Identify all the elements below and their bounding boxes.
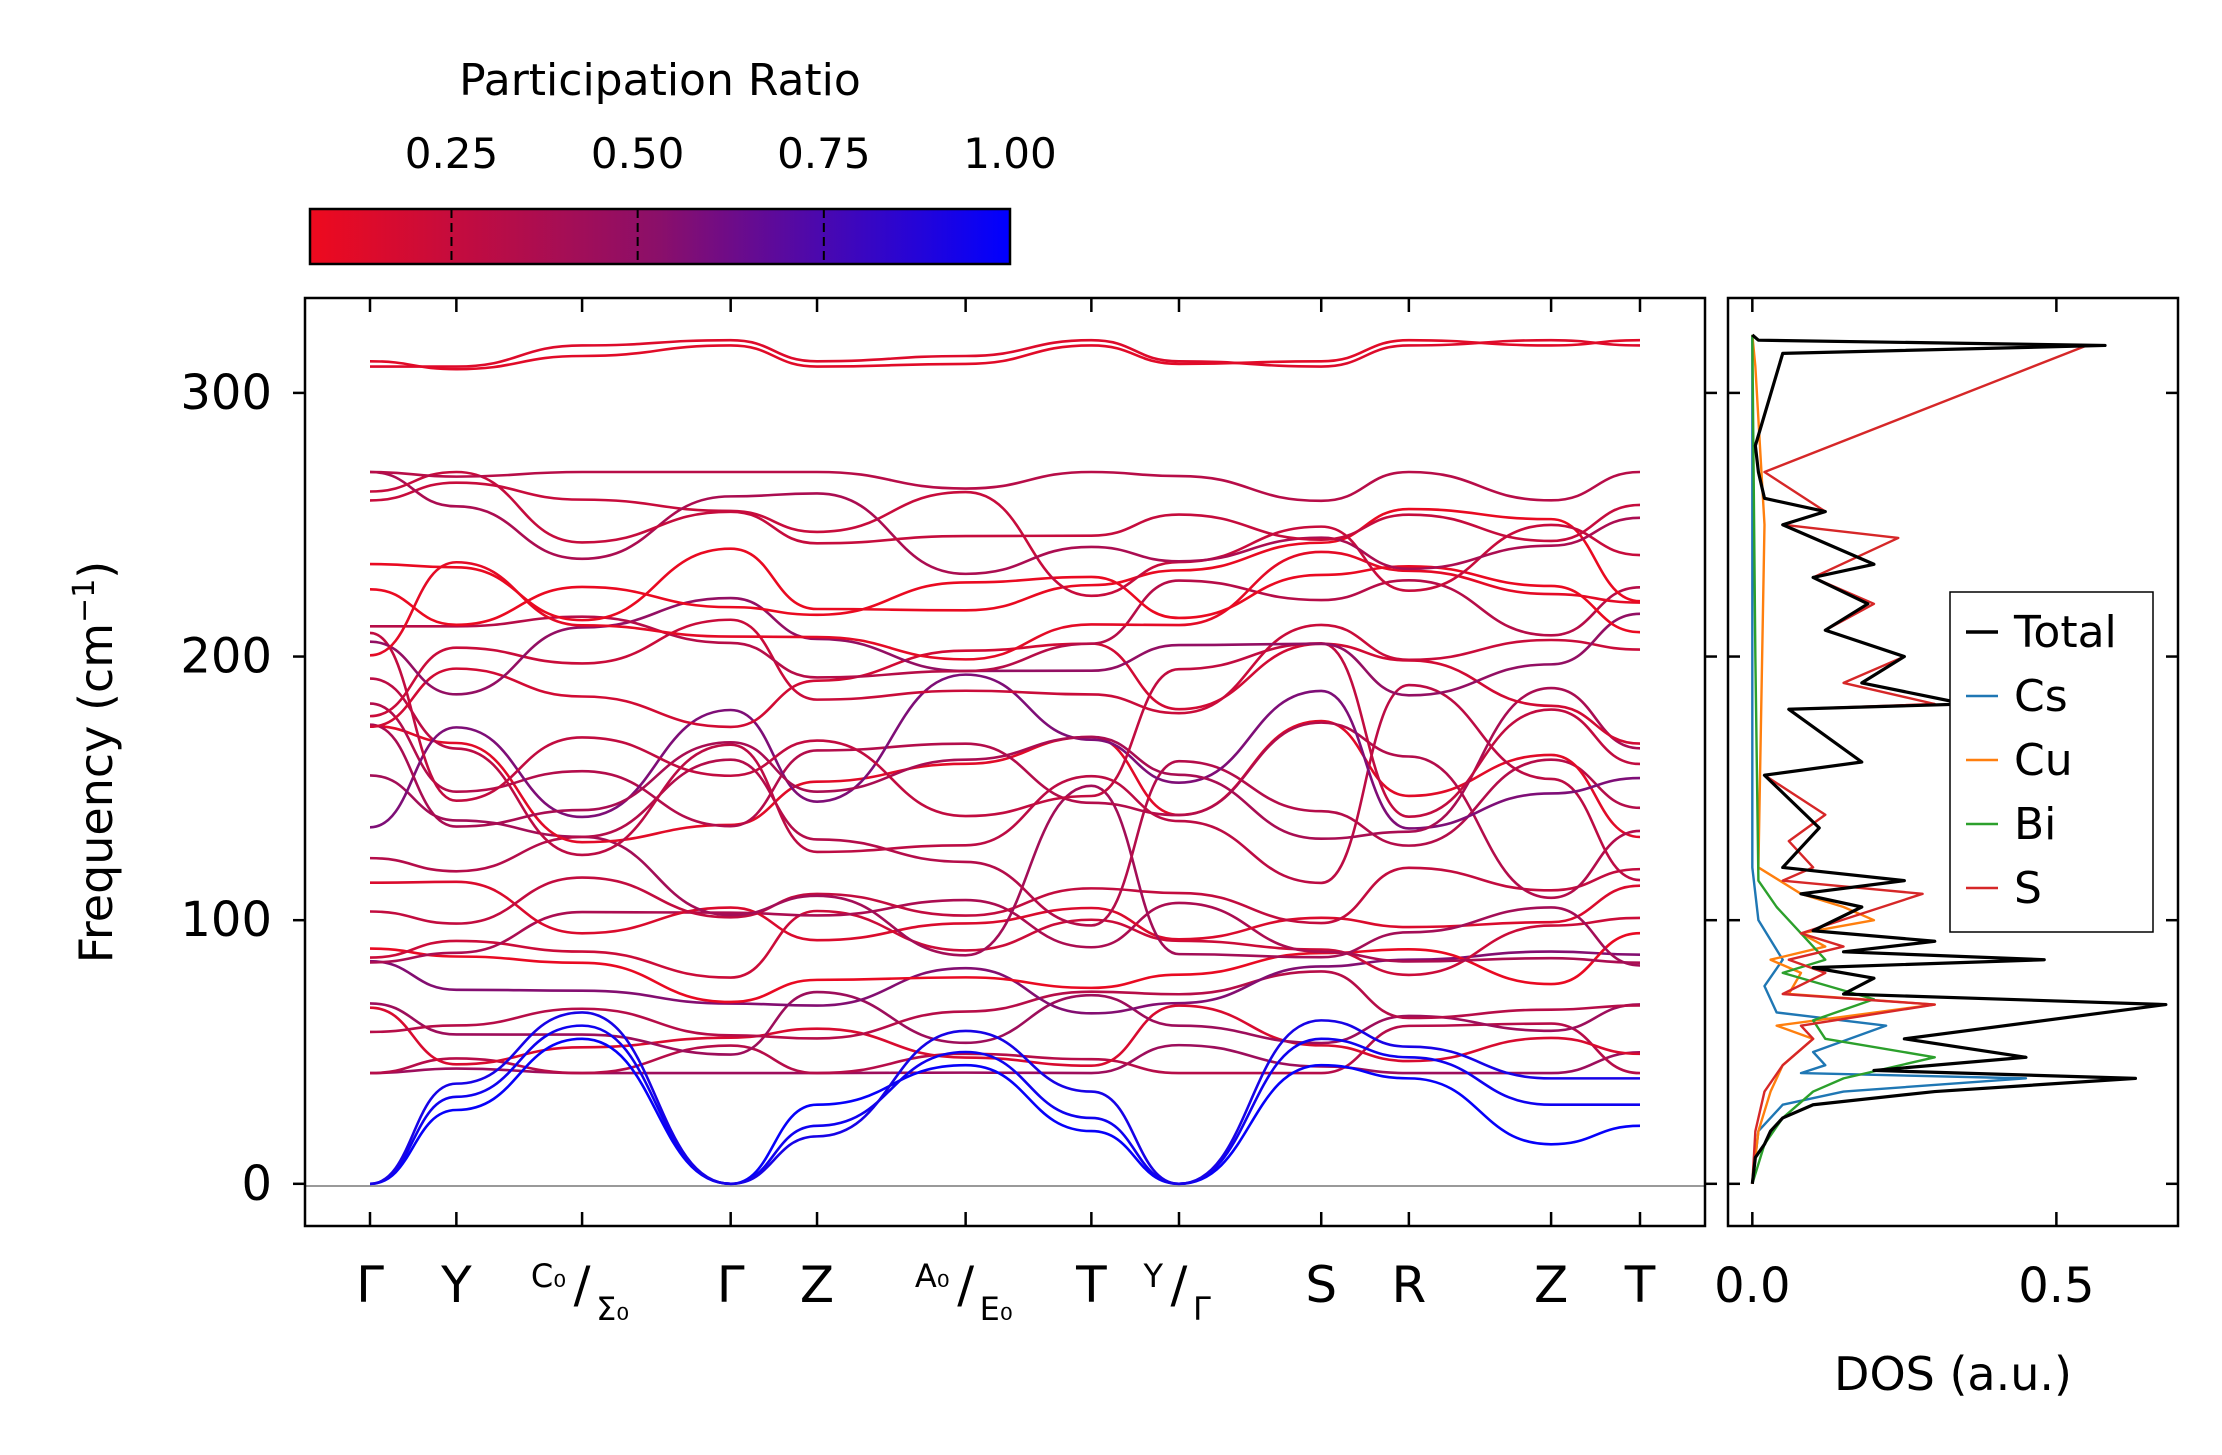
dos-line-bi	[1751, 334, 1936, 1185]
optical-band	[369, 686, 1641, 841]
k-point-label-bottom: E₀	[980, 1290, 1013, 1328]
k-point-label-top: Y	[1142, 1257, 1163, 1295]
colorbar-tick-label: 0.50	[591, 129, 685, 178]
optical-band	[369, 677, 1641, 885]
colorbar-tick-labels: 0.25 0.50 0.75 1.00	[405, 129, 1057, 178]
k-point-label: R	[1391, 1256, 1426, 1314]
k-point-label-pair: A₀ / E₀	[915, 1256, 1013, 1328]
optical-band	[369, 970, 1641, 1040]
y-tick-label: 0	[241, 1156, 272, 1212]
colorbar-gradient	[308, 207, 1012, 266]
y-tick-label: 200	[180, 629, 272, 685]
optical-band	[369, 470, 1641, 576]
optical-band	[369, 702, 1641, 900]
legend-label-cs: Cs	[2014, 671, 2068, 722]
y-tick-label: 100	[180, 892, 272, 948]
dos-x-tick-label: 0.5	[2018, 1258, 2094, 1314]
phonon-bands	[369, 338, 1641, 1186]
dos-line-total	[1750, 333, 2168, 1185]
optical-band	[369, 596, 1641, 697]
k-point-label-pair: Y / Γ	[1142, 1256, 1211, 1328]
optical-band	[369, 470, 1641, 545]
k-point-label: Γ	[356, 1256, 384, 1314]
k-point-label: Z	[1534, 1256, 1568, 1314]
dos-frame	[1726, 296, 2180, 1228]
optical-band	[369, 631, 1641, 819]
dos-legend: Total Cs Cu Bi S	[1949, 591, 2154, 933]
k-point-slash: /	[957, 1256, 974, 1314]
band-frame	[303, 296, 1707, 1228]
k-point-label: Γ	[717, 1256, 745, 1314]
optical-band	[369, 1004, 1641, 1067]
legend-label-bi: Bi	[2014, 799, 2056, 850]
k-point-label: Z	[800, 1256, 834, 1314]
dos-ticks: 0.0 0.5	[1714, 298, 2178, 1314]
k-point-label: Y	[440, 1256, 472, 1314]
dos-x-tick-label: 0.0	[1714, 1258, 1790, 1314]
optical-band	[369, 673, 1641, 830]
colorbar: Participation Ratio 0.25 0.50 0.75 1.00	[308, 55, 1057, 266]
optical-band	[369, 507, 1641, 622]
optical-band	[369, 618, 1641, 718]
dos-x-axis-label: DOS (a.u.)	[1834, 1347, 2072, 1401]
optical-band	[369, 550, 1641, 661]
k-point-slash: /	[1171, 1256, 1188, 1314]
y-tick-label: 300	[180, 365, 272, 421]
k-point-label-top: A₀	[915, 1257, 950, 1295]
k-point-label-pair: C₀ / Σ₀	[531, 1256, 629, 1328]
k-point-label: T	[1624, 1256, 1656, 1314]
optical-band	[369, 990, 1641, 1056]
y-axis-label: Frequency (cm−1)	[67, 561, 123, 964]
k-point-label-bottom: Γ	[1193, 1290, 1211, 1328]
k-point-label-bottom: Σ₀	[596, 1290, 629, 1328]
k-point-label-top: C₀	[531, 1257, 566, 1295]
k-point-slash: /	[574, 1256, 591, 1314]
dos-line-s	[1751, 334, 2088, 1184]
colorbar-tick-label: 0.25	[405, 129, 499, 178]
k-point-label: S	[1305, 1256, 1337, 1314]
high-band	[369, 338, 1641, 371]
band-x-ticks: Γ Y C₀ / Σ₀ Γ Z A₀ / E₀ T Y / Γ S R Z T	[356, 298, 1656, 1328]
legend-label-total: Total	[2013, 607, 2117, 658]
optical-band	[369, 470, 1641, 503]
optical-band	[369, 898, 1641, 964]
optical-band	[369, 642, 1641, 745]
legend-label-cu: Cu	[2014, 735, 2073, 786]
colorbar-tick-label: 1.00	[963, 129, 1057, 178]
optical-band	[369, 950, 1641, 1015]
legend-frame	[1949, 591, 2154, 933]
acoustic-band	[369, 1011, 1640, 1186]
optical-band	[369, 481, 1641, 598]
optical-band	[369, 880, 1641, 942]
acoustic-band	[369, 1037, 1641, 1186]
legend-label-s: S	[2014, 863, 2042, 914]
colorbar-label: Participation Ratio	[459, 55, 861, 106]
dos-panel: 0.0 0.5 DOS (a.u.) Total Cs Cu Bi S	[1714, 296, 2180, 1401]
optical-band	[369, 909, 1641, 979]
k-point-label: T	[1075, 1256, 1107, 1314]
optical-band	[369, 578, 1641, 679]
band-y-ticks: 0 100 200 300	[180, 365, 1717, 1212]
optical-band	[369, 758, 1641, 927]
acoustic-band	[369, 1024, 1640, 1186]
optical-band	[369, 931, 1641, 1004]
dos-line-cu	[1751, 334, 1936, 1184]
dos-lines	[1750, 333, 2168, 1185]
colorbar-tick-label: 0.75	[777, 129, 871, 178]
optical-band	[369, 866, 1641, 925]
colorbar-ticks	[450, 209, 825, 264]
high-band	[370, 338, 1641, 368]
